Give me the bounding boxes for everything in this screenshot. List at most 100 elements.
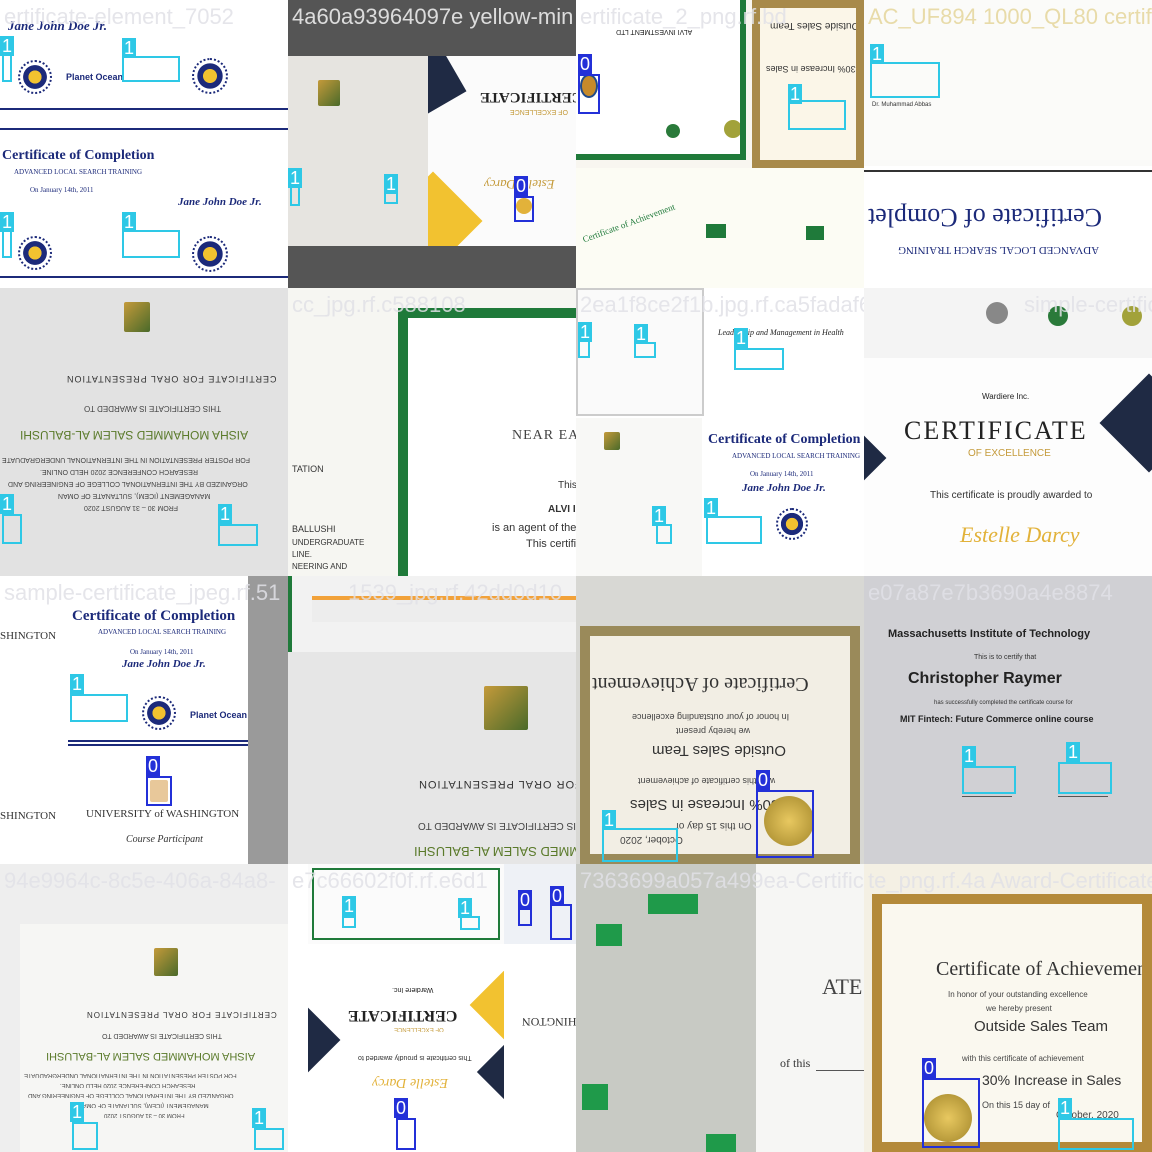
cert-line: HIS CERTIFICATE IS AWARDED TO bbox=[418, 820, 576, 831]
cert-line: 30% Increase in Sales bbox=[982, 1072, 1122, 1088]
bbox-class-0 bbox=[578, 74, 600, 114]
certificate-image: Massachusetts Institute of Technology Th… bbox=[864, 576, 1152, 864]
cert-line: Wardiere Inc. bbox=[392, 986, 434, 993]
signature-line bbox=[1058, 796, 1108, 797]
medal-icon bbox=[516, 198, 532, 214]
tile-t00: Jane John Doe Jr. Certificate of Complet… bbox=[0, 0, 288, 288]
cert-title: Certificate of Completion bbox=[72, 608, 236, 624]
image-filename: 4a60a93964097e yellow-min bbox=[292, 4, 574, 29]
bbox-label: 1 bbox=[252, 1108, 267, 1128]
cert-line: Certificate of Achievement bbox=[581, 201, 677, 245]
certificate-image: Certificate of Achievement In honor of y… bbox=[580, 626, 860, 864]
seal-icon bbox=[192, 58, 228, 94]
cert-title: CERTIFICATE FOR ORAL PRESENTATION bbox=[66, 374, 277, 384]
cert-line: Jane John Doe Jr. bbox=[122, 658, 206, 670]
certificate-image bbox=[864, 288, 1152, 358]
image-filename: te_png.rf.4a Award-Certificate_j bbox=[868, 868, 1152, 893]
cert-line: On this 15 day of bbox=[982, 1100, 1051, 1110]
cert-line: Jane John Doe Jr. bbox=[8, 18, 107, 33]
cert-line: ORGANIZED BY THE INTERNATIONAL COLLEGE O… bbox=[28, 1092, 234, 1098]
cert-line: FOR POSTER PRESENTATION IN THE INTERNATI… bbox=[24, 1072, 237, 1078]
triangle-decoration bbox=[706, 1134, 736, 1152]
image-filename: 94e9964c-8c5e-406a-84a8- bbox=[4, 868, 276, 893]
cert-line: of this bbox=[780, 1056, 811, 1070]
bbox-class-1 bbox=[1058, 762, 1112, 794]
cert-line: ALVI INVESTMENT LTD bbox=[616, 28, 693, 35]
bbox-label: 1 bbox=[122, 212, 137, 232]
seal-icon bbox=[776, 508, 808, 540]
bbox-class-1 bbox=[634, 342, 656, 358]
cert-line: Leadership and Management in Health bbox=[718, 328, 844, 337]
cert-line: Jane John Doe Jr. bbox=[742, 482, 826, 494]
certificate-image bbox=[288, 56, 428, 246]
bbox-label: 1 bbox=[0, 36, 15, 56]
triangle-decoration bbox=[806, 226, 824, 240]
cert-line: OF EXCELLENCE bbox=[510, 108, 568, 115]
certificate-image: SHINGTON Certificate of Completion ADVAN… bbox=[0, 576, 248, 864]
cert-title: CERTIFICATE bbox=[348, 1007, 458, 1024]
cert-title: Certificate of Achievement bbox=[592, 673, 809, 695]
signature-line bbox=[816, 1070, 864, 1071]
certificate-image: Certificate of Complet ADVANCED LOCAL SE… bbox=[864, 166, 1152, 288]
cert-line: BALLUSHI bbox=[292, 524, 336, 534]
bbox-class-1 bbox=[788, 100, 846, 130]
bbox-label: 0 bbox=[518, 890, 533, 910]
corner-stripe bbox=[428, 171, 483, 246]
logo-icon bbox=[318, 80, 340, 106]
certificate-image: ATE of this bbox=[756, 864, 864, 1152]
certificate-image: CATE FOR ORAL PRESENTATION HIS CERTIFICA… bbox=[288, 652, 576, 864]
certificate-image: Outside Sales Team 30% Increase in Sales bbox=[752, 0, 864, 168]
tile-t12: Leadership and Management in Health Cert… bbox=[576, 288, 864, 576]
logo-icon bbox=[484, 686, 528, 730]
tile-t22: Certificate of Achievement In honor of y… bbox=[576, 576, 864, 864]
cert-line: In honor of your outstanding excellence bbox=[632, 712, 790, 722]
cert-title: Christopher Raymer bbox=[908, 670, 1062, 687]
cert-line: SHINGTON bbox=[0, 810, 57, 822]
cert-line: UNIVERSITY of WASHINGTON bbox=[86, 808, 240, 820]
bbox-label: 1 bbox=[0, 494, 15, 514]
bbox-label: 1 bbox=[122, 38, 137, 58]
bbox-label: 0 bbox=[146, 756, 161, 776]
cert-line: ADVANCED LOCAL SEARCH TRAINING bbox=[732, 452, 861, 460]
triangle-decoration bbox=[648, 894, 698, 914]
cert-line: This is to certify that bbox=[974, 654, 1037, 661]
bbox-class-0 bbox=[518, 908, 532, 926]
banner-strip bbox=[312, 596, 576, 622]
certificate-image: Dr. Muhammad Abbas bbox=[864, 0, 1152, 160]
cert-line: This certificate is proudly awarded to bbox=[358, 1054, 472, 1061]
certificate-image: CERTIFICATE FOR ORAL PRESENTATION THIS C… bbox=[0, 288, 288, 576]
cert-line: TATION bbox=[292, 464, 324, 474]
cert-line: Dr. Muhammad Abbas bbox=[872, 102, 932, 108]
tile-t13: Wardiere Inc. CERTIFICATE OF EXCELLENCE … bbox=[864, 288, 1152, 576]
certificate-image: CERTIFICATE OF EXCELLENCE Estelle Darcy bbox=[428, 56, 576, 246]
corner-stripe bbox=[476, 1040, 504, 1104]
certificate-border bbox=[312, 868, 500, 940]
bbox-class-0 bbox=[396, 1118, 416, 1150]
cert-line: Outside Sales Team bbox=[974, 1018, 1108, 1035]
tile-t01: CERTIFICATE OF EXCELLENCE Estelle Darcy … bbox=[288, 0, 576, 288]
bbox-class-0 bbox=[756, 790, 814, 858]
divider-rule bbox=[864, 170, 1152, 172]
cert-line: THIS CERTIFICATE IS AWARDED TO bbox=[102, 1032, 222, 1039]
cert-line: On January 14th, 2011 bbox=[750, 470, 814, 478]
bbox-class-1 bbox=[656, 524, 672, 544]
bbox-label: 1 bbox=[70, 1102, 85, 1122]
cert-line: HINGTON bbox=[522, 1015, 576, 1029]
cert-line: HAMMED SALEM AL-BALUSHI bbox=[414, 844, 576, 859]
tile-t11: TATION BALLUSHI UNDERGRADUATE LINE. NEER… bbox=[288, 288, 576, 576]
tile-t02: ALVI INVESTMENT LTD Outside Sales Team 3… bbox=[576, 0, 864, 288]
bbox-label: 1 bbox=[578, 322, 593, 342]
cert-line: with this certificate of achievement bbox=[962, 1054, 1084, 1063]
cert-line: we hereby present bbox=[986, 1004, 1052, 1013]
bbox-label: 1 bbox=[70, 674, 85, 694]
cert-line: 30% Increase in Sales bbox=[766, 64, 856, 74]
corner-stripe bbox=[864, 415, 887, 501]
divider-rule bbox=[0, 108, 288, 110]
cert-line: ADVANCED LOCAL SEARCH TRAINING bbox=[14, 168, 143, 176]
cert-line: LINE. bbox=[292, 550, 313, 559]
corner-stripe bbox=[1099, 373, 1152, 473]
bbox-label: 0 bbox=[922, 1058, 937, 1078]
bbox-class-1 bbox=[342, 916, 356, 928]
bbox-label: 0 bbox=[550, 886, 565, 906]
cert-line: October, 2020 bbox=[1056, 1110, 1119, 1121]
